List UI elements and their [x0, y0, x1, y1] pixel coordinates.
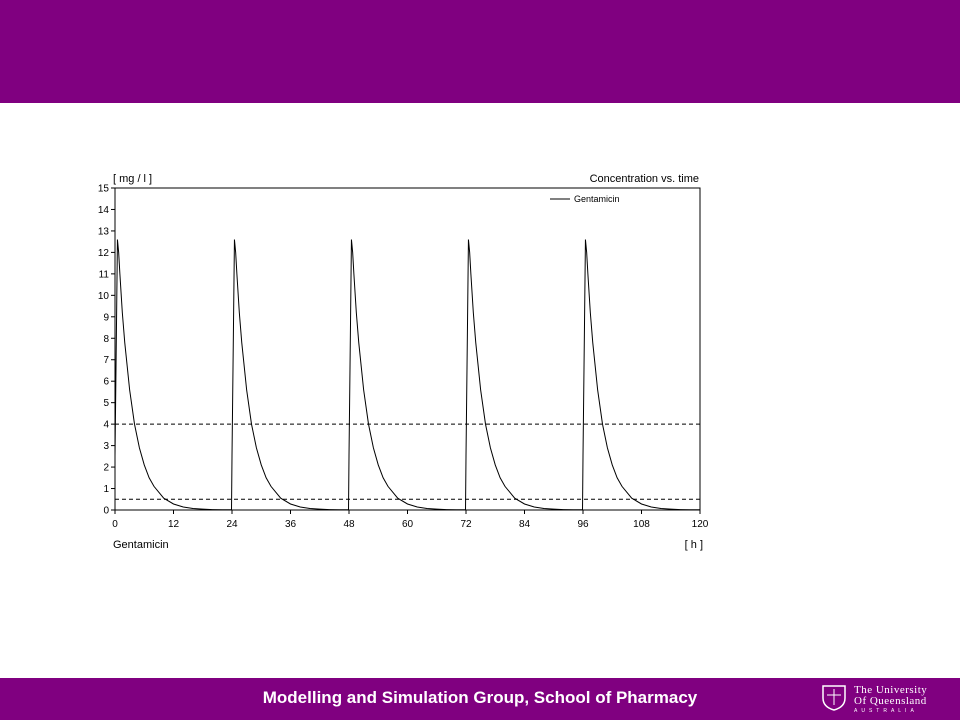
bottom-left-label: Gentamicin — [113, 539, 169, 551]
y-tick-label: 7 — [103, 355, 109, 366]
y-tick-label: 4 — [103, 420, 109, 431]
y-tick-label: 0 — [103, 506, 109, 517]
y-axis-label: [ mg / l ] — [113, 173, 152, 185]
x-axis-label: [ h ] — [685, 539, 703, 551]
y-tick-label: 5 — [103, 398, 109, 409]
x-tick-label: 12 — [168, 519, 180, 530]
logo-line-2: Of Queensland — [854, 695, 927, 707]
y-tick-label: 12 — [98, 248, 110, 259]
legend-label: Gentamicin — [574, 194, 620, 204]
series-line-gentamicin — [114, 239, 700, 511]
footer-text: Modelling and Simulation Group, School o… — [262, 688, 698, 707]
university-logo: The University Of Queensland AUSTRALIA — [820, 683, 950, 715]
crest-icon — [822, 685, 846, 711]
x-tick-label: 96 — [577, 519, 589, 530]
x-tick-label: 48 — [343, 519, 355, 530]
y-tick-label: 9 — [103, 312, 109, 323]
y-tick-label: 11 — [99, 269, 110, 280]
y-tick-label: 3 — [103, 441, 109, 452]
plot-frame — [114, 187, 701, 511]
y-tick-label: 10 — [98, 291, 110, 302]
y-tick-label: 6 — [103, 377, 109, 388]
y-tick-label: 13 — [98, 226, 110, 237]
chart-title: Concentration vs. time — [590, 173, 699, 185]
y-tick-label: 2 — [103, 463, 109, 474]
logo-line-1: The University — [854, 684, 928, 696]
x-tick-label: 120 — [692, 519, 709, 530]
x-tick-label: 108 — [633, 519, 650, 530]
header-band — [0, 0, 960, 103]
logo-line-3: AUSTRALIA — [854, 708, 918, 714]
x-tick-label: 84 — [519, 519, 531, 530]
x-tick-label: 24 — [226, 519, 238, 530]
y-tick-label: 15 — [98, 184, 110, 195]
y-tick-label: 1 — [103, 484, 109, 495]
x-tick-label: 72 — [460, 519, 472, 530]
y-tick-label: 14 — [98, 205, 110, 216]
x-tick-label: 60 — [402, 519, 414, 530]
x-tick-label: 0 — [112, 519, 118, 530]
footer-band — [0, 678, 960, 720]
x-tick-label: 36 — [285, 519, 297, 530]
y-tick-label: 8 — [103, 334, 109, 345]
